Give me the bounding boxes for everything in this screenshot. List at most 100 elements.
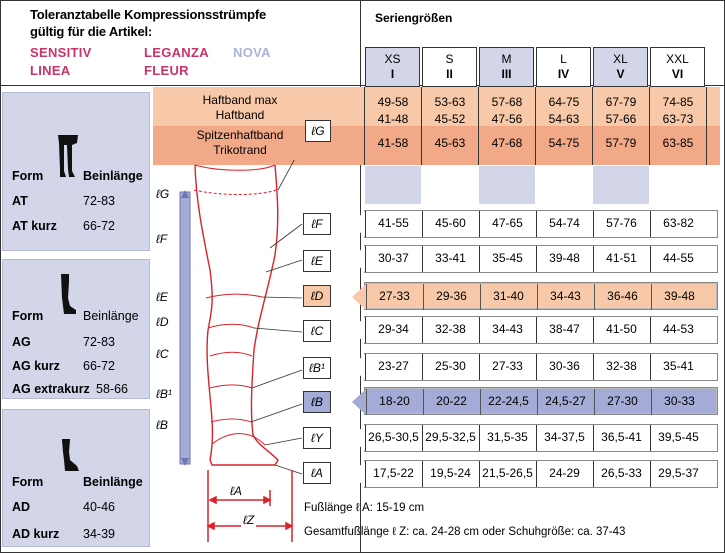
column-divider (364, 87, 365, 165)
table-cell: 21,5-26,5 (479, 461, 535, 487)
foot-measure-diagram (206, 470, 294, 542)
column-divider (421, 87, 422, 165)
panel-ad-item-name: AD kurz (12, 527, 60, 541)
leg-level-label: ℓE (156, 290, 168, 304)
row-arrow (351, 461, 365, 487)
article-linea: LINEA (30, 63, 71, 78)
panel-at-item-name: AT kurz (12, 219, 57, 233)
table-cell: 31-40 (480, 284, 536, 310)
row-arrow (351, 425, 365, 451)
label-box: ℓA (303, 462, 331, 484)
table-cell: 32-38 (422, 317, 478, 343)
table-row: 27-33 29-36 31-40 34-43 36-46 39-48 (352, 282, 718, 310)
table-cell: 39-48 (651, 284, 707, 310)
table-row: 49-58 53-63 57-68 64-75 67-79 74-85 (365, 93, 717, 111)
table-cell: 23-27 (365, 354, 421, 380)
table-cell: 41-55 (365, 211, 421, 237)
table-cell: 47-68 (491, 136, 523, 150)
table-cell: 47-56 (491, 112, 523, 126)
table-cell: 30-33 (651, 389, 707, 415)
table-cell: 74-85 (662, 95, 694, 109)
table-cell: 24-29 (536, 461, 592, 487)
label-box: ℓB¹ (303, 357, 331, 379)
label-box: ℓD (303, 285, 331, 307)
size-label: XS (384, 52, 401, 66)
table-cell: 57-66 (605, 112, 637, 126)
table-cell: 27-33 (366, 284, 422, 310)
panel-at-beinlaenge: Beinlänge (83, 169, 143, 183)
table-cell: 19,5-24 (422, 461, 478, 487)
table-cell: 54-75 (548, 136, 580, 150)
leg-level-label: ℓC (156, 347, 169, 361)
table-cell: 35-45 (479, 246, 535, 272)
table-cell: 49-58 (377, 95, 409, 109)
table-cell: 64-75 (548, 95, 580, 109)
table-cell: 67-79 (605, 95, 637, 109)
column-divider (535, 87, 536, 165)
table-cell: 17,5-22 (365, 461, 421, 487)
column-spacer (479, 166, 535, 204)
table-row: 29-34 32-38 34-43 38-47 41-50 44-53 (351, 316, 718, 344)
table-cell: 36-46 (594, 284, 650, 310)
label-box: ℓE (303, 250, 331, 272)
series-title: Seriengrößen (375, 11, 453, 25)
table-cell: 25-30 (422, 354, 478, 380)
leg-level-label: ℓB¹ (156, 387, 172, 401)
table-cell: 47-65 (479, 211, 535, 237)
stocking-ag-icon (61, 274, 76, 314)
table-cell: 34-37,5 (536, 425, 592, 451)
table-cell: 41-48 (377, 112, 409, 126)
size-column-header: XXL VI (650, 47, 705, 87)
column-spacer (650, 166, 706, 204)
page-title: Toleranztabelle Kompressionsstrümpfe (30, 7, 267, 22)
haftband-label: Spitzenhaftband (196, 128, 284, 142)
row-arrow (352, 284, 366, 310)
panel-ad-item-value: 40-46 (83, 500, 115, 514)
haftband-label: Haftband max (202, 93, 278, 107)
label-box: ℓY (303, 427, 331, 449)
panel-ad-item-value: 34-39 (83, 527, 115, 541)
row-arrow (351, 354, 365, 380)
table-cell: 39,5-45 (650, 425, 706, 451)
column-spacer (365, 166, 421, 204)
table-cell: 54-63 (548, 112, 580, 126)
haftband-label: Trikotrand (213, 143, 267, 157)
table-cell: 30-36 (536, 354, 592, 380)
panel-ag-item-value: 58-66 (96, 382, 128, 396)
leg-level-label: ℓB (156, 418, 168, 432)
panel-ag-item-value: 66-72 (83, 359, 115, 373)
table-cell: 44-53 (650, 317, 706, 343)
haftband-labels: Haftband max Haftband Spitzenhaftband Tr… (170, 93, 310, 158)
size-label: XL (613, 52, 628, 66)
column-spacer (593, 166, 649, 204)
haftband-label: Haftband (215, 108, 265, 122)
table-cell: 29,5-32,5 (422, 425, 478, 451)
column-spacer (422, 166, 478, 204)
table-cell: 29,5-37 (650, 461, 706, 487)
table-cell: 57-79 (605, 136, 637, 150)
table-cell: 41-50 (593, 317, 649, 343)
size-label: L (560, 52, 567, 66)
size-column-header: XS I (365, 47, 420, 87)
table-cell: 54-74 (536, 211, 592, 237)
table-cell: 24,5-27 (537, 389, 593, 415)
table-cell: 27-33 (479, 354, 535, 380)
table-cell: 57-76 (593, 211, 649, 237)
panel-ag-form: Form (12, 309, 44, 323)
table-row: 41-55 45-60 47-65 54-74 57-76 63-82 (351, 210, 718, 238)
table-cell: 41-58 (377, 136, 409, 150)
spitzenhaftband-band (153, 126, 720, 165)
stocking-at-icon (58, 135, 78, 177)
panel-ad-form: Form (12, 475, 44, 489)
table-cell: 63-85 (662, 136, 694, 150)
leg-level-label: ℓD (156, 315, 169, 329)
table-row: 30-37 33-41 35-45 39-48 41-51 44-55 (351, 245, 718, 273)
foot-z-label: ℓZ (241, 513, 257, 527)
article-fleur: FLEUR (144, 63, 189, 78)
table-cell: 38-47 (536, 317, 592, 343)
size-column-header: L IV (536, 47, 591, 87)
header-divider (360, 0, 361, 553)
table-cell: 32-38 (593, 354, 649, 380)
panel-at-form: Form (12, 169, 44, 183)
table-cell: 45-63 (434, 136, 466, 150)
